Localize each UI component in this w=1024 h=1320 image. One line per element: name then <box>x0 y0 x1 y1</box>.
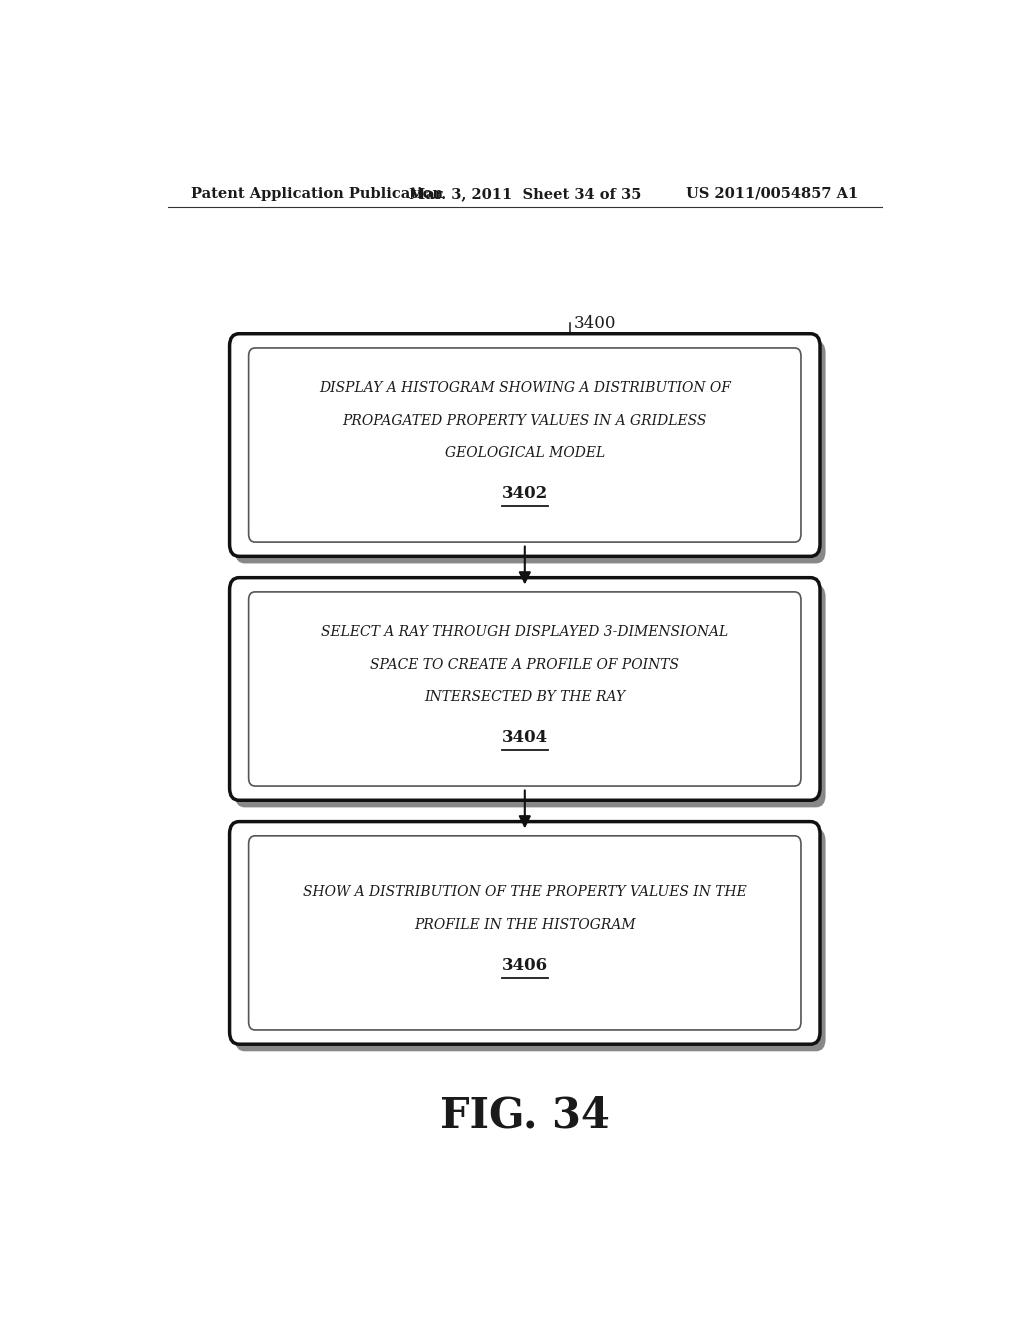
Text: Patent Application Publication: Patent Application Publication <box>191 187 443 201</box>
FancyBboxPatch shape <box>229 821 820 1044</box>
Text: INTERSECTED BY THE RAY: INTERSECTED BY THE RAY <box>424 690 626 704</box>
Text: US 2011/0054857 A1: US 2011/0054857 A1 <box>686 187 858 201</box>
Text: PROPAGATED PROPERTY VALUES IN A GRIDLESS: PROPAGATED PROPERTY VALUES IN A GRIDLESS <box>343 413 707 428</box>
Text: 3400: 3400 <box>574 314 616 331</box>
FancyBboxPatch shape <box>229 334 820 556</box>
FancyBboxPatch shape <box>229 578 820 800</box>
FancyBboxPatch shape <box>236 829 825 1051</box>
Text: Mar. 3, 2011  Sheet 34 of 35: Mar. 3, 2011 Sheet 34 of 35 <box>409 187 641 201</box>
Text: SHOW A DISTRIBUTION OF THE PROPERTY VALUES IN THE: SHOW A DISTRIBUTION OF THE PROPERTY VALU… <box>303 886 746 899</box>
Text: 3404: 3404 <box>502 729 548 746</box>
Text: PROFILE IN THE HISTOGRAM: PROFILE IN THE HISTOGRAM <box>414 917 636 932</box>
Text: FIG. 34: FIG. 34 <box>440 1094 609 1137</box>
FancyBboxPatch shape <box>249 591 801 785</box>
FancyBboxPatch shape <box>249 348 801 543</box>
Text: 3406: 3406 <box>502 957 548 974</box>
Text: SPACE TO CREATE A PROFILE OF POINTS: SPACE TO CREATE A PROFILE OF POINTS <box>371 657 679 672</box>
FancyBboxPatch shape <box>236 341 825 564</box>
FancyBboxPatch shape <box>236 585 825 808</box>
FancyBboxPatch shape <box>249 836 801 1030</box>
Text: DISPLAY A HISTOGRAM SHOWING A DISTRIBUTION OF: DISPLAY A HISTOGRAM SHOWING A DISTRIBUTI… <box>318 381 731 395</box>
Text: GEOLOGICAL MODEL: GEOLOGICAL MODEL <box>444 446 605 461</box>
Text: 3402: 3402 <box>502 486 548 503</box>
Text: SELECT A RAY THROUGH DISPLAYED 3-DIMENSIONAL: SELECT A RAY THROUGH DISPLAYED 3-DIMENSI… <box>322 626 728 639</box>
